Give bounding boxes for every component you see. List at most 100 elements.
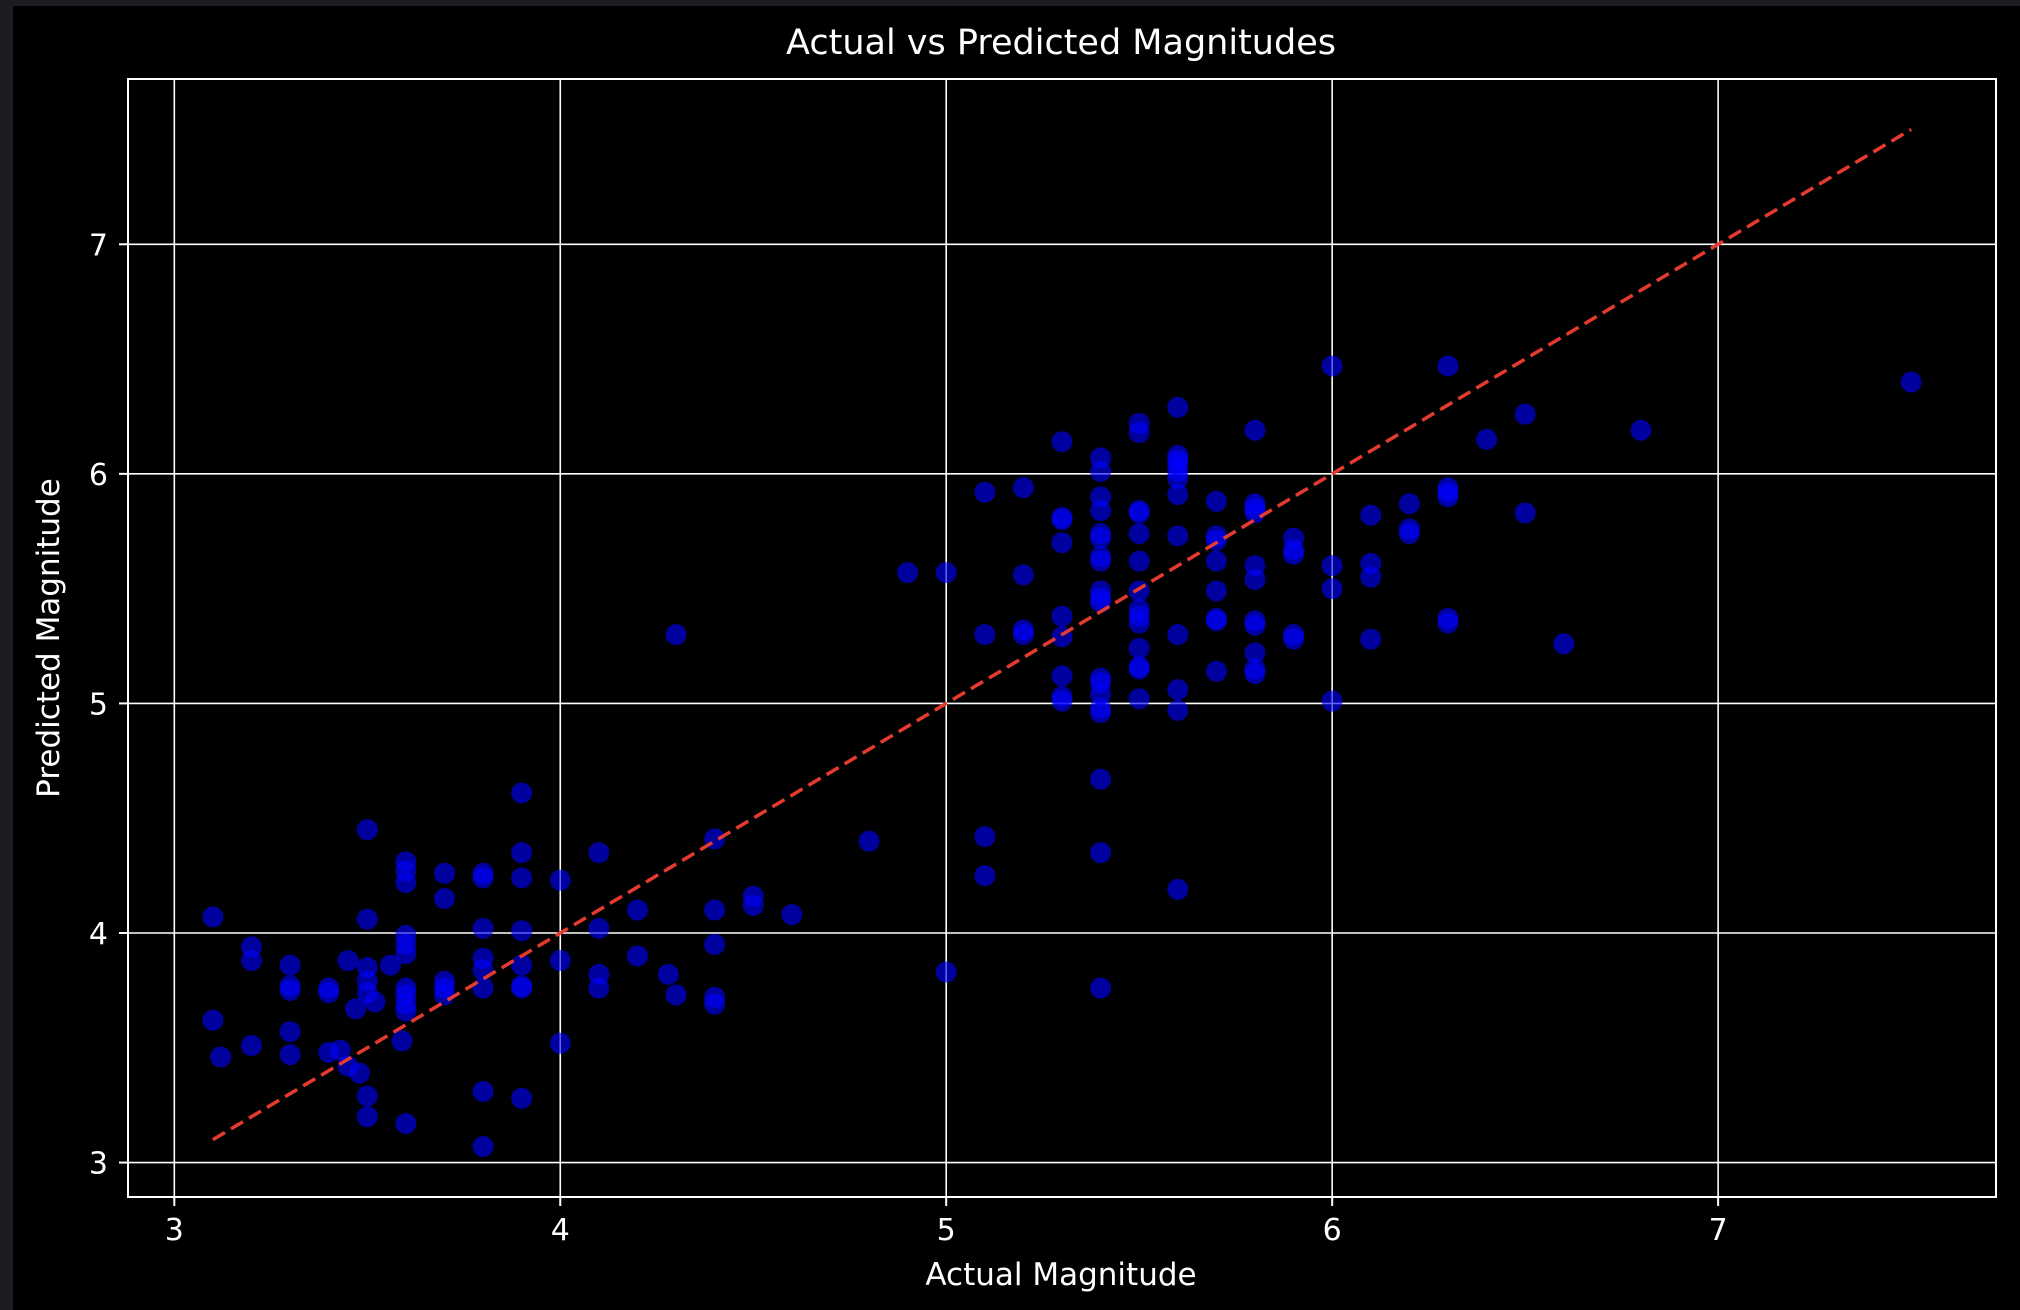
data-point (1012, 477, 1034, 499)
data-point (472, 1135, 494, 1157)
data-point (1090, 977, 1112, 999)
data-point (1167, 467, 1189, 489)
data-point (1167, 679, 1189, 701)
x-axis-label: Actual Magnitude (925, 1257, 1196, 1293)
data-point (1514, 403, 1536, 425)
data-point (588, 977, 610, 999)
data-point (279, 1044, 301, 1066)
data-point (657, 963, 679, 985)
data-point (1051, 665, 1073, 687)
data-point (1321, 555, 1343, 577)
data-point (472, 977, 494, 999)
data-point (433, 984, 455, 1006)
data-point (1205, 610, 1227, 632)
data-point (549, 869, 571, 891)
data-point (1051, 690, 1073, 712)
reference-line (212, 128, 1912, 1142)
y-axis-ticks: 3 4 5 6 7 (89, 228, 128, 1182)
data-point (1553, 633, 1575, 655)
data-point (279, 954, 301, 976)
data-point (472, 917, 494, 939)
data-point (511, 782, 533, 804)
data-point (1090, 527, 1112, 549)
data-point (1283, 543, 1305, 565)
data-point (1321, 690, 1343, 712)
data-point (279, 979, 301, 1001)
x-tick-label: 3 (165, 1213, 184, 1248)
data-point (1090, 768, 1112, 790)
data-point (210, 1046, 232, 1068)
data-point (1128, 523, 1150, 545)
data-point (395, 871, 417, 893)
data-point (1321, 578, 1343, 600)
data-point (1051, 431, 1073, 453)
y-tick-label: 6 (89, 458, 108, 493)
data-point (781, 904, 803, 926)
data-point (626, 899, 648, 921)
reference-line-group (212, 128, 1912, 1142)
data-point (1244, 614, 1266, 636)
data-point (395, 943, 417, 965)
data-point (1128, 688, 1150, 710)
x-tick-label: 4 (551, 1213, 570, 1248)
data-point (1128, 637, 1150, 659)
data-point (356, 1106, 378, 1128)
chart-title: Actual vs Predicted Magnitudes (786, 23, 1336, 63)
x-tick-label: 6 (1323, 1213, 1342, 1248)
data-point (1244, 502, 1266, 524)
data-point (1167, 624, 1189, 646)
data-point (1244, 568, 1266, 590)
data-point (588, 842, 610, 864)
data-point (1128, 612, 1150, 634)
data-point (1167, 525, 1189, 547)
data-point (356, 1085, 378, 1107)
data-points (202, 355, 1922, 1157)
data-point (433, 888, 455, 910)
data-point (665, 984, 687, 1006)
data-point (974, 826, 996, 848)
data-point (588, 917, 610, 939)
data-point (1398, 493, 1420, 515)
data-point (1090, 500, 1112, 522)
data-point (1090, 461, 1112, 483)
data-point (742, 894, 764, 916)
data-point (974, 481, 996, 503)
data-point (704, 899, 726, 921)
data-point (511, 867, 533, 889)
scatter-chart: Actual vs Predicted Magnitudes 3 4 5 6 7 3 4 5… (31, 23, 1997, 1293)
y-tick-label: 7 (89, 228, 108, 263)
data-point (391, 1030, 413, 1052)
data-point (395, 1000, 417, 1022)
data-point (1167, 878, 1189, 900)
data-point (626, 945, 648, 967)
data-point (1090, 550, 1112, 572)
data-point (897, 562, 919, 584)
y-tick-label: 4 (89, 917, 108, 952)
data-point (511, 977, 533, 999)
data-point (472, 1080, 494, 1102)
data-point (349, 1062, 371, 1084)
data-point (1128, 580, 1150, 602)
data-point (202, 1009, 224, 1031)
data-point (1283, 628, 1305, 650)
x-tick-label: 5 (937, 1213, 956, 1248)
data-point (345, 998, 367, 1020)
data-point (1205, 580, 1227, 602)
data-point (1630, 419, 1652, 441)
data-point (202, 906, 224, 928)
data-point (472, 867, 494, 889)
data-point (1360, 504, 1382, 526)
data-point (1128, 502, 1150, 524)
data-point (1012, 564, 1034, 586)
data-point (1205, 660, 1227, 682)
y-tick-label: 3 (89, 1147, 108, 1182)
y-tick-label: 5 (89, 687, 108, 722)
data-point (974, 624, 996, 646)
data-point (1360, 566, 1382, 588)
data-point (1167, 396, 1189, 418)
data-point (1321, 355, 1343, 377)
data-point (511, 842, 533, 864)
data-point (241, 1034, 263, 1056)
data-point (433, 862, 455, 884)
chart-figure: Actual vs Predicted Magnitudes 3 4 5 6 7 3 4 5… (13, 6, 2020, 1310)
